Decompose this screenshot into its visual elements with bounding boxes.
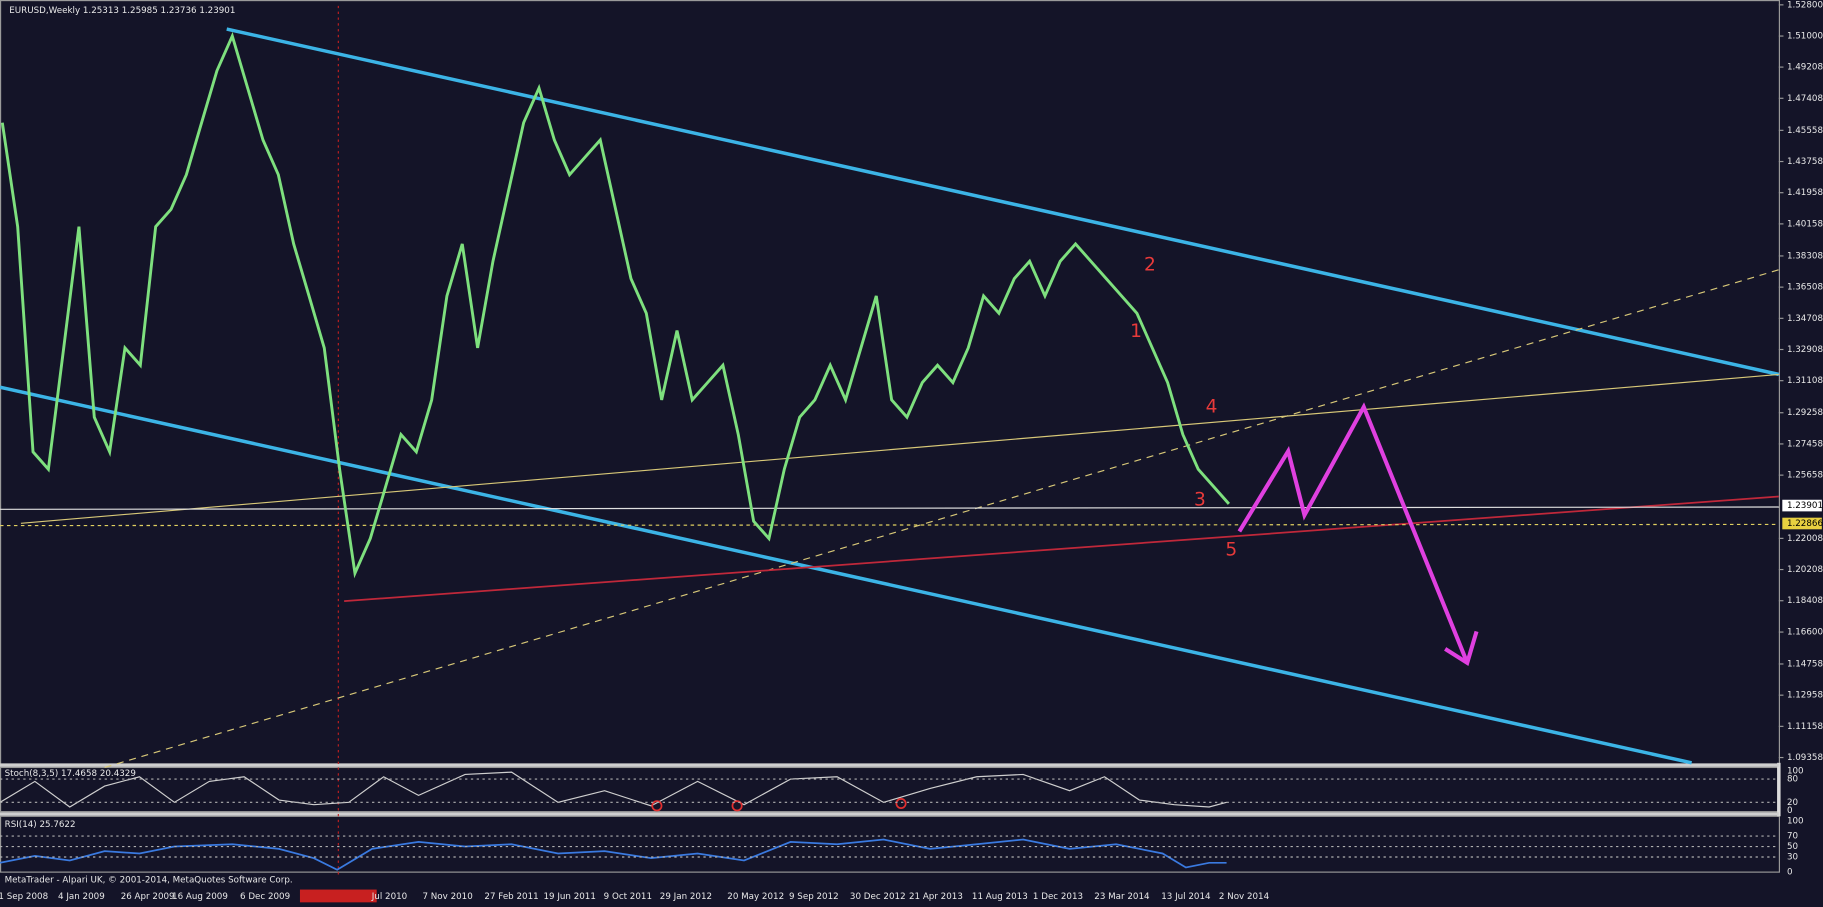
price-label: 1.47408 <box>1787 94 1823 104</box>
price-label: 1.12958 <box>1787 691 1823 701</box>
chart-header: EURUSD,Weekly 1.25313 1.25985 1.23736 1.… <box>9 6 235 16</box>
red-trend <box>344 495 1779 603</box>
footer: MetaTrader - Alpari UK, © 2001-2014, Met… <box>5 876 293 886</box>
price-label: 1.49208 <box>1787 63 1823 73</box>
wave-label: 3 <box>1194 490 1206 511</box>
price-label: 1.41958 <box>1787 188 1823 198</box>
time-highlight <box>299 889 377 903</box>
level-label: 0 <box>1787 806 1793 816</box>
level-label: 100 <box>1787 766 1804 776</box>
price-label: 1.29258 <box>1787 408 1823 418</box>
time-label: 19 Jun 2011 <box>543 892 595 902</box>
time-label: 1 Dec 2013 <box>1033 892 1083 902</box>
wave-label: 4 <box>1206 396 1218 417</box>
level-label: 50 <box>1787 842 1798 852</box>
time-label: 6 Dec 2009 <box>240 892 290 902</box>
time-label: 21 Apr 2013 <box>909 892 963 902</box>
price-badge <box>1782 499 1822 512</box>
time-label: 13 Jul 2014 <box>1161 892 1211 902</box>
price-badge-label: 1.22866 <box>1787 519 1823 529</box>
price-label: 1.51000 <box>1787 32 1823 42</box>
wave-label: 1 <box>1130 321 1142 342</box>
rsi-title: RSI(14) 25.7622 <box>5 820 76 830</box>
price-label: 1.09358 <box>1787 753 1823 763</box>
price-label: 1.25658 <box>1787 471 1823 481</box>
price-label: 1.40158 <box>1787 219 1823 229</box>
price-line <box>0 31 1230 579</box>
projection-arrow <box>1237 402 1470 664</box>
time-label: 2 Nov 2014 <box>1219 892 1270 902</box>
price-label: 1.11158 <box>1787 722 1823 732</box>
time-label: 1 Sep 2008 <box>0 892 48 902</box>
time-label: 11 Aug 2013 <box>972 892 1028 902</box>
price-label: 1.32908 <box>1787 345 1823 355</box>
time-label: Jul 2010 <box>371 892 407 902</box>
rsi-frame <box>0 815 1780 873</box>
wave-label: 5 <box>1225 540 1237 561</box>
price-label: 1.20208 <box>1787 565 1823 575</box>
labels: EURUSD,Weekly 1.25313 1.25985 1.23736 1.… <box>5 6 1238 886</box>
time-label: 9 Sep 2012 <box>789 892 839 902</box>
time-label: 9 Oct 2011 <box>604 892 652 902</box>
price-badge <box>1782 517 1822 530</box>
price-label: 1.22008 <box>1787 534 1823 544</box>
stoch-line <box>0 771 1227 808</box>
price-label: 1.14758 <box>1787 659 1823 669</box>
price-label: 1.31108 <box>1787 376 1823 386</box>
time-label: 29 Jan 2012 <box>660 892 712 902</box>
level-label: 80 <box>1787 775 1798 785</box>
level-label: 0 <box>1787 868 1793 878</box>
level-label: 20 <box>1787 798 1798 808</box>
stoch-title: Stoch(8,3,5) 17.4658 20.4329 <box>5 769 136 779</box>
price-layer <box>0 31 1230 579</box>
price-label: 1.27458 <box>1787 439 1823 449</box>
price-label: 1.18408 <box>1787 596 1823 606</box>
time-label: 16 Aug 2009 <box>172 892 228 902</box>
level-label: 30 <box>1787 852 1798 862</box>
price-label: 1.43758 <box>1787 157 1823 167</box>
channel-bottom <box>0 385 1693 765</box>
price-label: 1.34708 <box>1787 314 1823 324</box>
time-label: 20 May 2012 <box>727 892 784 902</box>
price-label: 1.45558 <box>1787 126 1823 136</box>
wave-label: 2 <box>1144 255 1156 276</box>
level-label: 70 <box>1787 832 1798 842</box>
price-label: 1.52800 <box>1787 0 1823 10</box>
time-label: 26 Apr 2009 <box>121 892 175 902</box>
time-label: 4 Jan 2009 <box>58 892 105 902</box>
time-label: 23 Mar 2014 <box>1094 892 1150 902</box>
yellow-trend <box>20 373 1779 524</box>
channel-top <box>226 27 1780 377</box>
price-badge-label: 1.23901 <box>1787 501 1823 511</box>
level-label: 100 <box>1787 816 1804 826</box>
price-label: 1.36508 <box>1787 283 1823 293</box>
price-label: 1.16600 <box>1787 628 1823 638</box>
current-line <box>0 506 1779 510</box>
dashed-trend <box>104 269 1779 769</box>
stoch-markers <box>651 797 907 812</box>
arrow-head <box>1444 630 1479 666</box>
time-label: 7 Nov 2010 <box>422 892 472 902</box>
price-label: 1.38308 <box>1787 251 1823 261</box>
time-label: 30 Dec 2012 <box>850 892 906 902</box>
time-label: 27 Feb 2011 <box>484 892 538 902</box>
